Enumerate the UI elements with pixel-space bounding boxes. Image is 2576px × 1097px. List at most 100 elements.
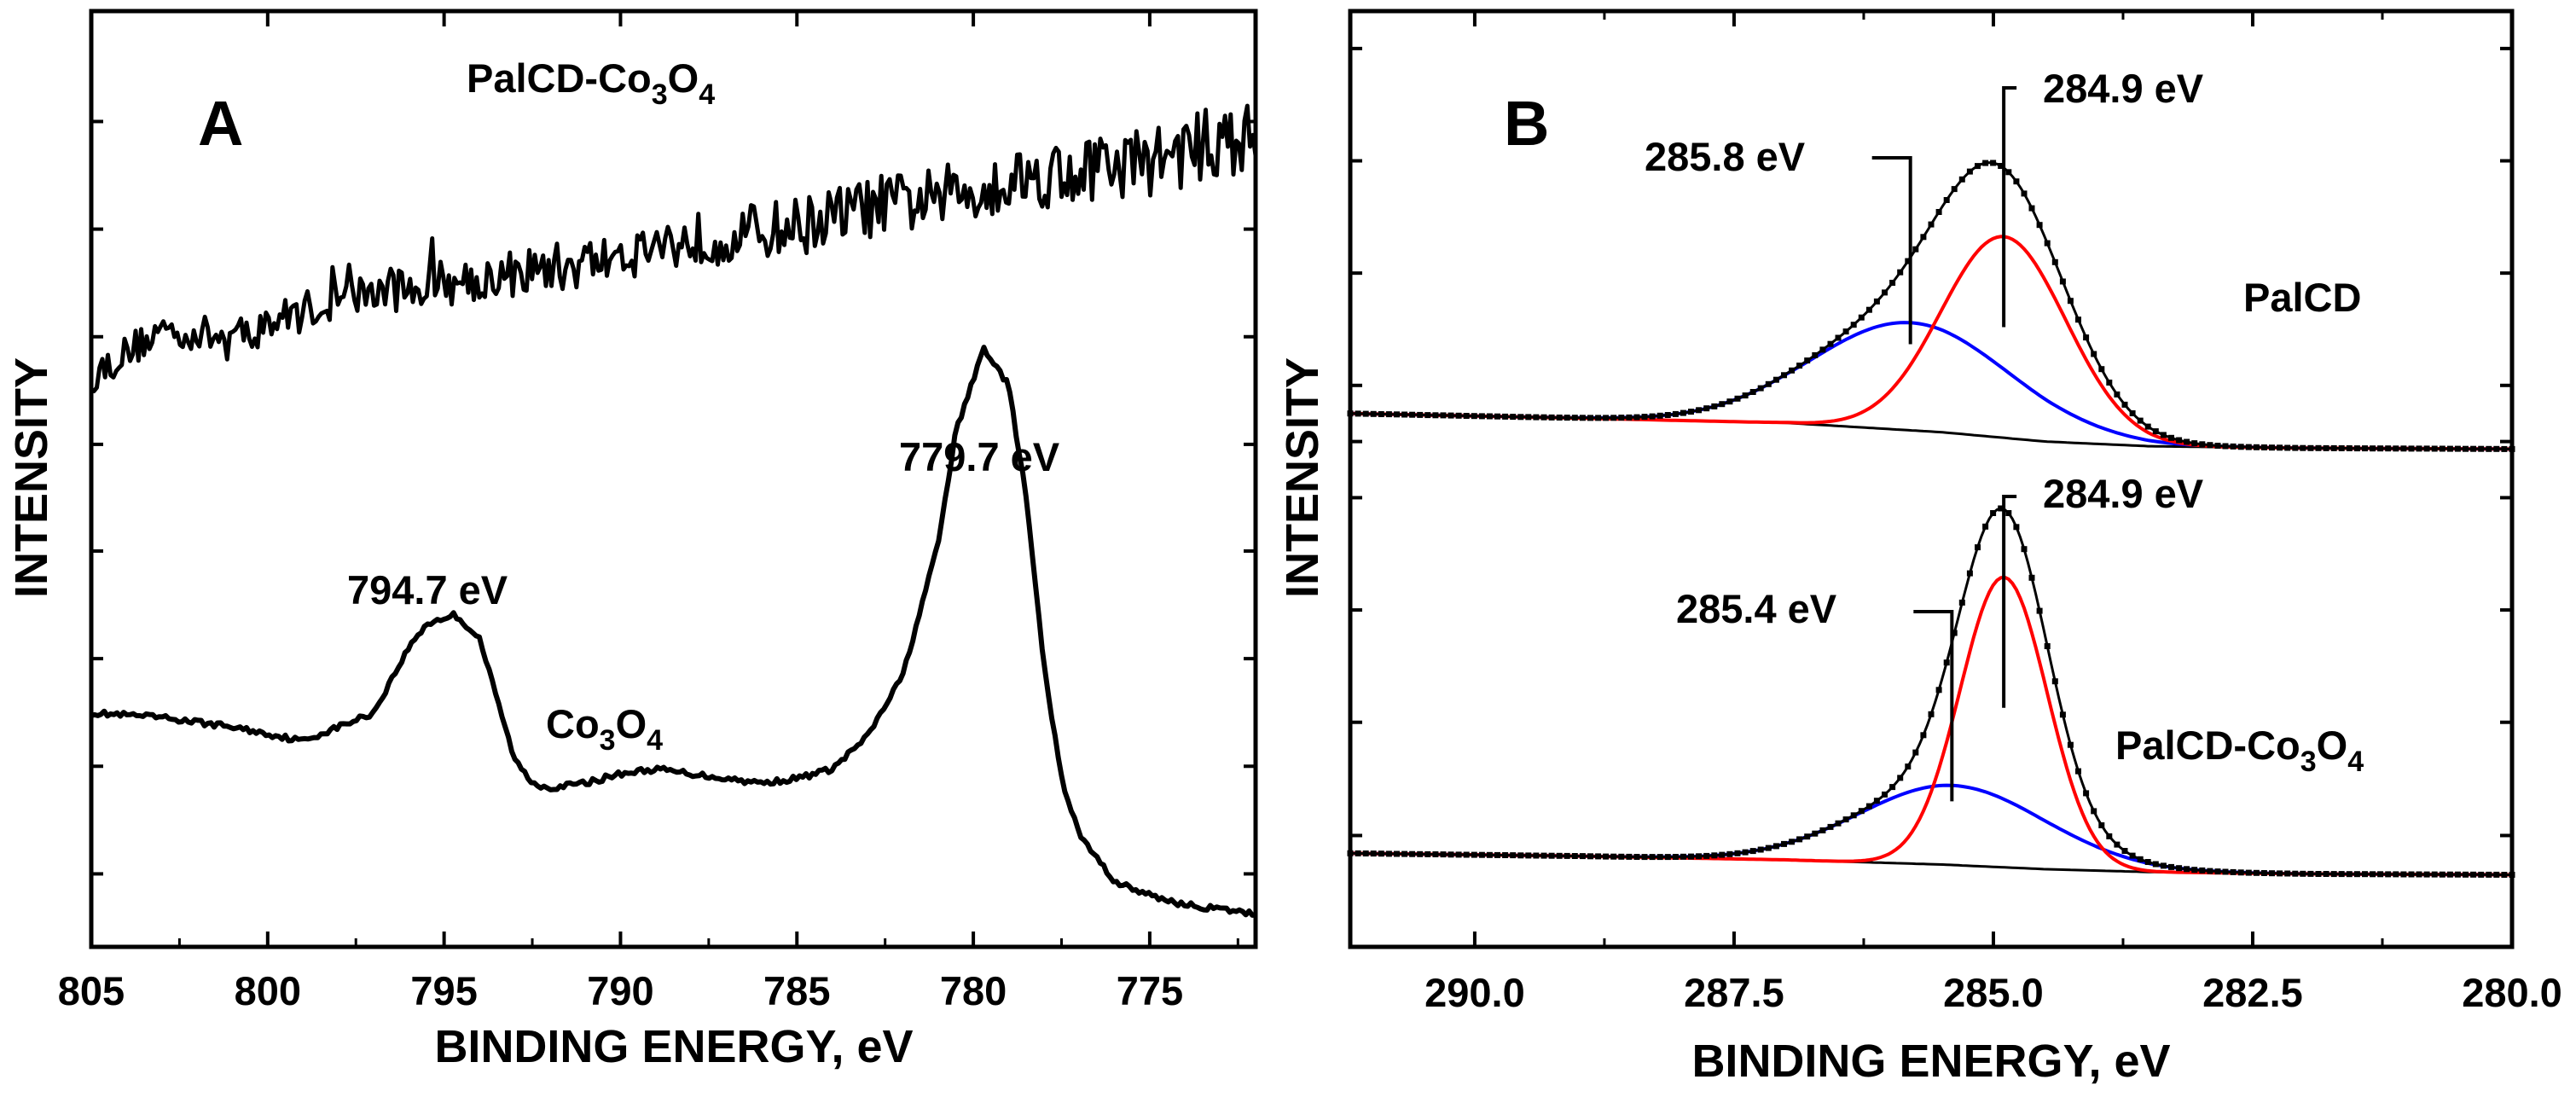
envelope-marker [2160, 432, 2167, 438]
envelope-marker [1347, 850, 1354, 856]
envelope-marker [1378, 411, 1384, 417]
panel-b-spectrum-label-top: PalCD [2243, 275, 2361, 320]
envelope-marker [1471, 413, 1477, 420]
envelope-marker [1633, 854, 1640, 860]
panel-a-x-ticks [90, 11, 1239, 947]
panel-a-series [90, 103, 1258, 918]
envelope-marker [2021, 190, 2028, 197]
x-tick-label: 287.5 [1684, 970, 1784, 1015]
x-tick-label: 280.0 [2462, 970, 2562, 1015]
envelope-marker [1424, 412, 1431, 419]
envelope-marker [1920, 732, 1927, 739]
envelope-marker [1835, 334, 1842, 341]
x-tick-label: 795 [410, 968, 477, 1013]
envelope-marker [1355, 410, 1361, 417]
envelope-marker [1951, 630, 1958, 636]
envelope-marker [2129, 852, 2136, 859]
envelope-marker [2470, 445, 2477, 452]
envelope-marker [2501, 872, 2508, 878]
envelope-marker [2353, 871, 2360, 878]
envelope-marker [1749, 848, 1756, 855]
envelope-marker [1440, 851, 1447, 858]
envelope-marker [1641, 854, 1648, 861]
envelope-marker [1502, 413, 1509, 420]
envelope-marker [1850, 322, 1857, 328]
envelope-marker [1680, 409, 1686, 416]
envelope-marker [1409, 850, 1416, 857]
envelope-marker [1494, 413, 1500, 420]
envelope-marker [1781, 372, 1787, 379]
envelope-marker [1517, 852, 1524, 859]
envelope-marker [1455, 412, 1462, 419]
envelope-marker [2323, 871, 2329, 877]
envelope-marker [1579, 415, 1586, 421]
envelope-marker [2036, 222, 2043, 229]
envelope-marker [1656, 412, 1663, 419]
envelope-marker [2222, 443, 2229, 450]
envelope-marker [1772, 376, 1779, 383]
envelope-marker [1385, 411, 1392, 418]
envelope-marker [1595, 853, 1602, 860]
envelope-marker [2121, 848, 2128, 854]
envelope-marker [1517, 414, 1524, 421]
label-part: Co [546, 701, 600, 746]
x-tick-label: 282.5 [2202, 970, 2303, 1015]
envelope-marker [1850, 812, 1857, 819]
envelope-marker [1928, 711, 1935, 717]
peak-leader-line [1871, 156, 1912, 345]
envelope-marker [2245, 869, 2252, 876]
envelope-marker [1726, 850, 1733, 857]
panel-b-y-axis-title: INTENSITY [1277, 357, 1328, 598]
panel-a-x-tick-labels: 805 800 795 790 785 780 775 [58, 968, 1183, 1013]
envelope-marker [2300, 870, 2306, 877]
envelope-marker [1409, 411, 1416, 418]
envelope-marker [1571, 415, 1578, 421]
envelope-marker [1688, 853, 1694, 860]
envelope-marker [2362, 871, 2368, 878]
envelope-marker [2509, 445, 2515, 452]
envelope-marker [1696, 853, 1703, 860]
envelope-marker [2253, 869, 2260, 876]
envelope-marker [1928, 221, 1935, 228]
envelope-marker [2385, 445, 2392, 452]
envelope-marker [1757, 385, 1764, 392]
envelope-marker [1533, 852, 1540, 859]
envelope-marker [1734, 850, 1741, 856]
peak-label-284-9-bottom: 284.9 eV [2043, 471, 2204, 516]
envelope-marker [1958, 599, 1965, 606]
envelope-marker [1656, 854, 1663, 861]
envelope-marker [1905, 258, 1912, 264]
envelope-marker [1812, 351, 1819, 358]
envelope-marker [1370, 850, 1377, 857]
envelope-marker [2493, 871, 2500, 878]
envelope-marker [2370, 871, 2376, 878]
envelope-marker [1719, 851, 1726, 858]
envelope-marker [2277, 444, 2283, 451]
envelope-marker [1424, 850, 1431, 857]
envelope-marker [2277, 870, 2283, 877]
envelope-marker [2230, 443, 2237, 450]
envelope-marker [1958, 176, 1965, 183]
envelope-marker [1378, 850, 1384, 857]
envelope-marker [2377, 445, 2384, 452]
label-subscript: 3 [652, 78, 668, 111]
envelope-marker [1757, 846, 1764, 853]
envelope-marker [1912, 749, 1919, 756]
envelope-marker [2269, 870, 2275, 877]
envelope-marker [2338, 871, 2345, 878]
envelope-marker [1649, 413, 1656, 420]
envelope-marker [1394, 850, 1400, 857]
envelope-marker [2307, 870, 2314, 877]
envelope-marker [1463, 851, 1470, 858]
envelope-marker [2091, 808, 2097, 815]
x-tick-label: 285.0 [1943, 970, 2044, 1015]
envelope-marker [1587, 415, 1593, 421]
envelope-marker [1920, 234, 1927, 241]
envelope-marker [1603, 853, 1610, 860]
envelope-marker [1975, 163, 1981, 170]
envelope-marker [1688, 409, 1694, 415]
envelope-marker [1696, 407, 1703, 414]
envelope-marker [1772, 843, 1779, 850]
envelope-marker [2028, 205, 2035, 212]
envelope-marker [2439, 445, 2445, 452]
